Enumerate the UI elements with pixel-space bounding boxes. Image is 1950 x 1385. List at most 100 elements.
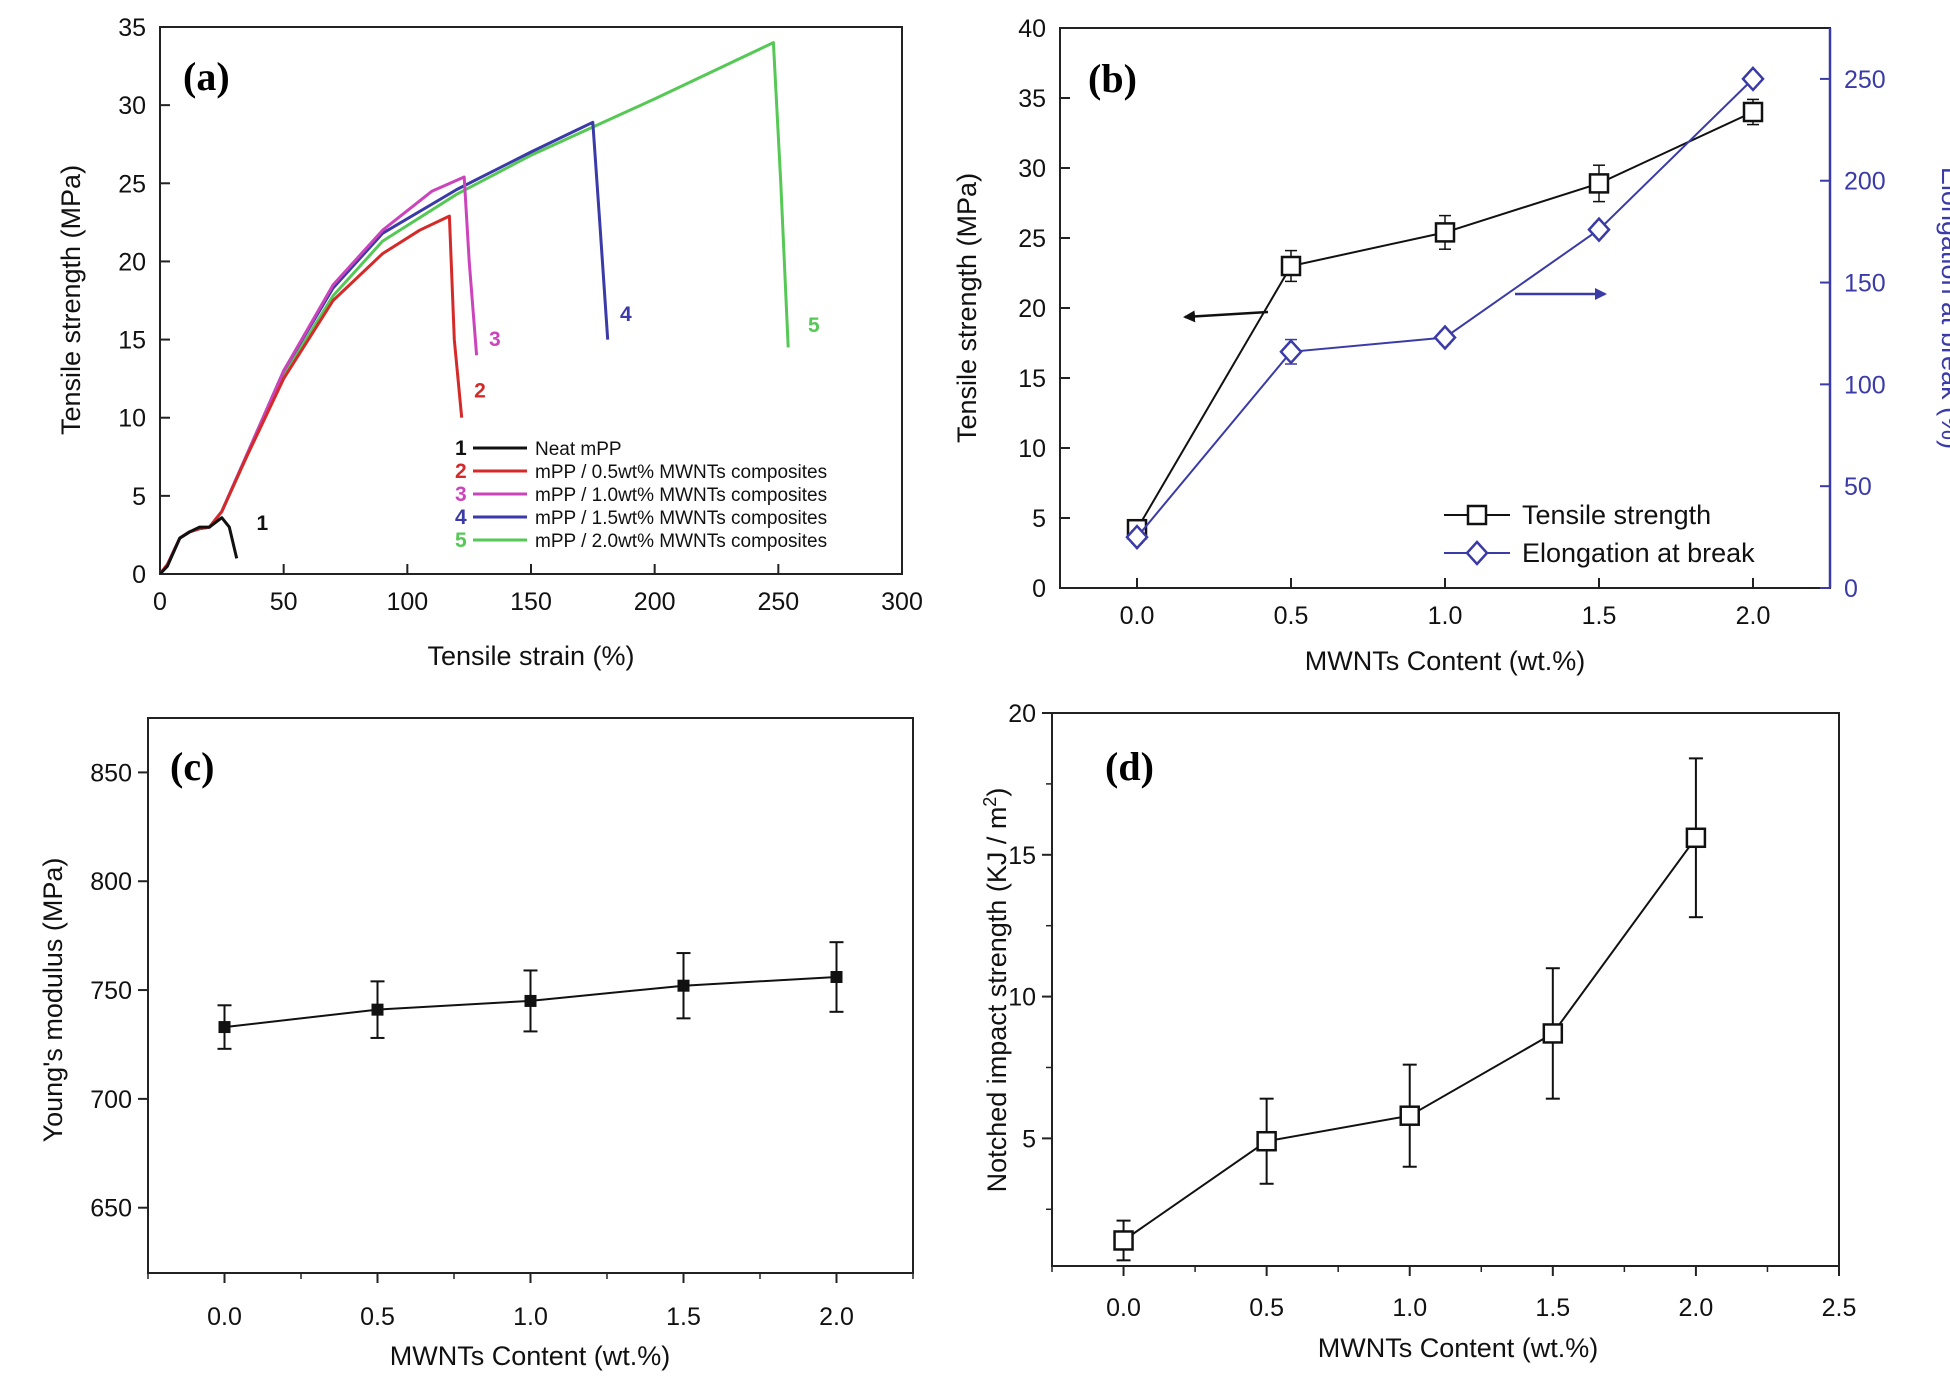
panel-a-curve-number: 3 — [489, 328, 501, 351]
panel-d-x-tick-label: 1.0 — [1392, 1294, 1427, 1322]
panel-d-y-axis-title-sup: 2 — [980, 797, 1000, 807]
panel-c-y-tick-label: 750 — [90, 977, 132, 1005]
panel-c: (c) 0.0 0.5 1.0 1.5 2.0 650 700 750 800 850 MWNT… — [38, 717, 914, 1371]
panel-b-y-tick-label: 15 — [1018, 365, 1046, 393]
panel-a-y-axis-title: Tensile strength (MPa) — [56, 165, 86, 435]
panel-b-y2-tick-label: 200 — [1844, 168, 1886, 196]
panel-b-y2-axis-title: Elongation at break (%) — [1936, 167, 1950, 449]
panel-a-y-tick-label: 10 — [118, 405, 146, 433]
panel-c-marker-square — [371, 1003, 384, 1016]
panel-a-legend-number: 3 — [455, 483, 467, 506]
panel-b-marker-square — [1588, 173, 1610, 194]
panel-d-letter: (d) — [1105, 744, 1154, 789]
panel-b-legend-label: Elongation at break — [1522, 538, 1755, 568]
panel-a-curve-3 — [158, 175, 479, 575]
panel-b-series-line-tensile — [1136, 111, 1754, 530]
panel-b-marker-square — [1434, 222, 1456, 243]
panel-a-x-tick-label: 300 — [881, 588, 923, 616]
panel-d-marker-square — [1685, 827, 1707, 849]
panel-b-marker-diamond — [1741, 66, 1765, 92]
panel-c-x-tick-label: 1.5 — [666, 1303, 701, 1331]
panel-a-y-ticks: 0 5 10 15 20 25 30 35 — [118, 14, 170, 589]
panel-a-legend: 1 Neat mPP 2 mPP / 0.5wt% MWNTs composites 3… — [455, 437, 827, 552]
panel-d-x-tick-label: 0.0 — [1106, 1294, 1141, 1322]
panel-b-marker-square — [1742, 101, 1764, 123]
panel-d-y-tick-label: 15 — [1008, 842, 1036, 870]
panel-a-legend-number: 2 — [455, 460, 467, 483]
panel-b-y-tick-label: 35 — [1018, 85, 1046, 113]
panel-b-x-tick-label: 2.0 — [1736, 602, 1771, 630]
panel-d-x-tick-label: 2.0 — [1679, 1294, 1714, 1322]
panel-b-y-tick-label: 10 — [1018, 435, 1046, 463]
panel-a-curve-4 — [158, 120, 610, 575]
panel-d-series-line — [1122, 837, 1697, 1242]
panel-c-y-tick-label: 700 — [90, 1086, 132, 1114]
panel-a-legend-number: 5 — [455, 529, 467, 552]
panel-d-y-axis-title-main: Notched impact strength (KJ / m — [982, 807, 1012, 1193]
panel-b-marker-diamond — [1125, 524, 1149, 550]
panel-d-x-ticks: 0.0 0.5 1.0 1.5 2.0 2.5 — [1051, 1266, 1856, 1322]
panel-a-x-tick-label: 0 — [153, 588, 167, 616]
panel-d-series — [1113, 757, 1707, 1262]
panel-d-y-axis-title-end: ) — [982, 788, 1012, 797]
panel-c-y-tick-label: 850 — [90, 759, 132, 787]
panel-b-frame — [1059, 27, 1831, 589]
panel-c-x-tick-label: 0.0 — [207, 1303, 242, 1331]
panel-a-curves — [158, 41, 790, 576]
panel-d-y-tick-label: 20 — [1008, 700, 1036, 728]
panel-b-y-ticks: 0 5 10 15 20 25 30 35 40 — [1018, 15, 1070, 603]
panel-b-left-arrow — [1183, 310, 1269, 323]
panel-a-legend-label: mPP / 1.0wt% MWNTs composites — [535, 485, 827, 506]
panel-b-legend-marker-square — [1466, 504, 1488, 526]
panel-a-y-tick-label: 5 — [132, 483, 146, 511]
panel-b-y-tick-label: 30 — [1018, 155, 1046, 183]
panel-b-y2-ticks: 0 50 100 150 200 250 — [1820, 66, 1886, 603]
panel-b-marker-diamond — [1279, 338, 1303, 365]
panel-a-legend-label: Neat mPP — [535, 439, 622, 460]
panel-a-y-tick-label: 25 — [118, 170, 146, 198]
panel-c-y-tick-label: 650 — [90, 1195, 132, 1223]
panel-b-marker-square — [1280, 255, 1302, 277]
panel-d: (d) 0.0 0.5 1.0 1.5 2.0 2.5 5 10 15 20 MWNTs Con… — [980, 700, 1856, 1363]
panel-d-marker-square — [1113, 1230, 1134, 1251]
panel-b-y2-tick-label: 50 — [1844, 473, 1872, 501]
panel-b-y2-tick-label: 100 — [1844, 371, 1886, 399]
panel-a-y-tick-label: 35 — [118, 14, 146, 42]
panel-a-y-tick-label: 20 — [118, 248, 146, 276]
panel-d-marker-square — [1399, 1105, 1420, 1126]
panel-a-x-tick-label: 50 — [270, 588, 298, 616]
panel-a-curve-1 — [158, 516, 239, 576]
panel-d-y-axis-title: Notched impact strength (KJ / m2) — [980, 788, 1012, 1193]
panel-d-x-axis-title: MWNTs Content (wt.%) — [1318, 1333, 1599, 1363]
panel-d-marker-square — [1542, 1023, 1564, 1044]
panel-b-y-tick-label: 5 — [1032, 505, 1046, 533]
panel-a-legend-label: mPP / 0.5wt% MWNTs composites — [535, 462, 827, 483]
panel-a-curve-number: 2 — [474, 379, 486, 402]
panel-b-x-tick-label: 0.5 — [1274, 602, 1309, 630]
panel-b-y-tick-label: 20 — [1018, 295, 1046, 323]
panel-b-y-axis-title: Tensile strength (MPa) — [952, 173, 982, 443]
panel-a-letter: (a) — [183, 54, 230, 99]
panel-c-x-tick-label: 1.0 — [513, 1303, 548, 1331]
panel-c-x-ticks: 0.0 0.5 1.0 1.5 2.0 — [147, 1273, 914, 1331]
panel-c-y-tick-label: 800 — [90, 868, 132, 896]
panel-d-frame — [1051, 712, 1840, 1267]
panel-b-marker-diamond — [1587, 216, 1611, 243]
panel-c-x-tick-label: 2.0 — [819, 1303, 854, 1331]
panel-a-y-tick-label: 15 — [118, 327, 146, 355]
panel-c-marker-square — [218, 1021, 231, 1034]
panel-b-x-ticks: 0.0 0.5 1.0 1.5 2.0 — [1120, 578, 1771, 630]
panel-c-series — [217, 941, 844, 1050]
panel-b-x-axis-title: MWNTs Content (wt.%) — [1305, 646, 1586, 676]
panel-a-legend-number: 4 — [455, 506, 467, 529]
panel-a-x-tick-label: 100 — [386, 588, 428, 616]
panel-a-y-tick-label: 30 — [118, 92, 146, 120]
panel-b-letter: (b) — [1088, 56, 1137, 101]
panel-a-x-axis-title: Tensile strain (%) — [427, 641, 634, 671]
panel-b-y-tick-label: 25 — [1018, 225, 1046, 253]
panel-d-x-tick-label: 1.5 — [1535, 1294, 1570, 1322]
panel-b-y2-tick-label: 150 — [1844, 270, 1886, 298]
